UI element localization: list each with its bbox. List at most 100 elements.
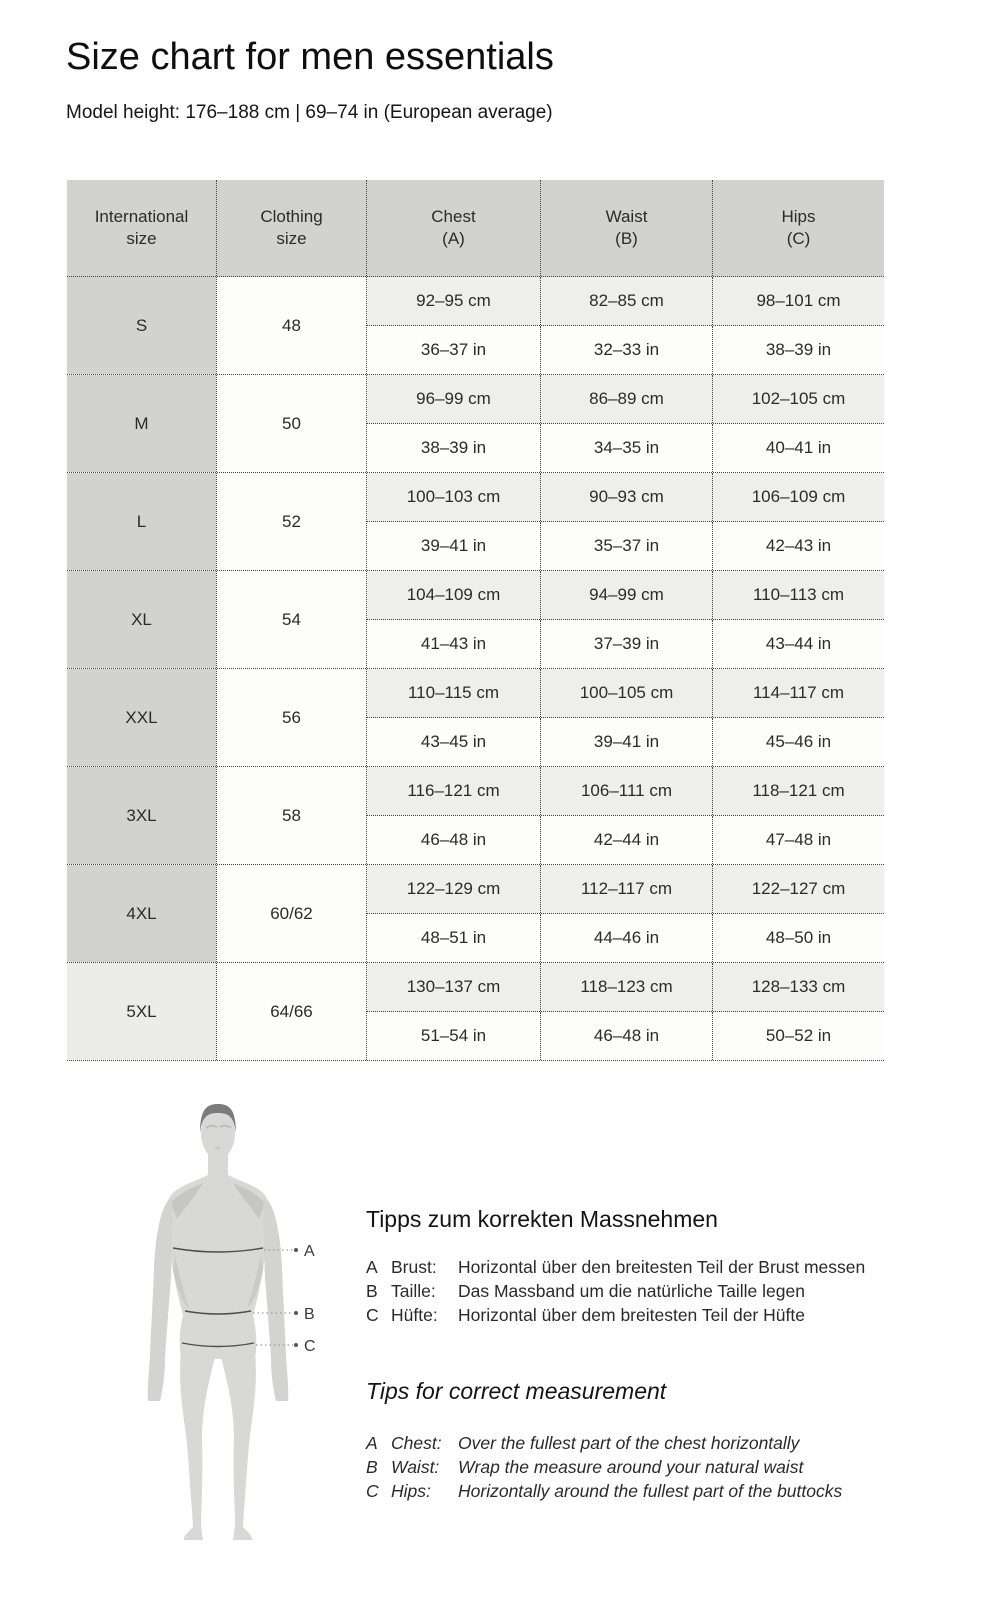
cm-subrow: 122–129 cm 112–117 cm 122–127 cm — [367, 865, 884, 914]
hips-in-value: 48–50 in — [765, 928, 832, 947]
waist-cm-value: 106–111 cm — [580, 781, 673, 800]
waist-cm-value: 118–123 cm — [580, 977, 673, 996]
cell-clothing-size: 50 — [216, 375, 366, 472]
hips-cm-value: 98–101 cm — [756, 291, 841, 310]
tip-label: Hüfte: — [391, 1305, 438, 1325]
tip-label: Waist: — [391, 1457, 440, 1477]
header-line: Waist — [605, 207, 648, 226]
clothing-size-value: 56 — [282, 707, 301, 727]
tip-label: Chest: — [391, 1433, 442, 1453]
clothing-size-value: 52 — [282, 511, 301, 531]
figure-left-brow — [205, 1124, 218, 1129]
cm-subrow: 104–109 cm 94–99 cm 110–113 cm — [367, 571, 884, 620]
waist-cm-cell: 118–123 cm — [540, 963, 712, 1011]
cell-international-size: 4XL — [67, 865, 216, 962]
chest-cm-value: 100–103 cm — [406, 487, 501, 506]
in-subrow: 36–37 in 32–33 in 38–39 in — [367, 326, 884, 374]
measurement-cells: 122–129 cm 112–117 cm 122–127 cm 48–51 i… — [366, 865, 884, 962]
clothing-size-value: 50 — [282, 413, 301, 433]
chest-in-cell: 43–45 in — [367, 718, 540, 766]
hips-cm-cell: 106–109 cm — [712, 473, 884, 521]
chest-cm-value: 96–99 cm — [416, 389, 491, 408]
waist-in-value: 42–44 in — [593, 830, 660, 849]
male-body-figure: A B C — [145, 1103, 320, 1543]
header-line: (B) — [615, 229, 638, 248]
hips-leader-dot — [294, 1343, 298, 1347]
waist-in-cell: 35–37 in — [540, 522, 712, 570]
hips-in-cell: 47–48 in — [712, 816, 884, 864]
chest-cm-cell: 92–95 cm — [367, 277, 540, 325]
clothing-size-value: 48 — [282, 315, 301, 335]
cell-clothing-size: 58 — [216, 767, 366, 864]
tip-letter: C — [366, 1481, 379, 1501]
figure-label-b: B — [304, 1306, 315, 1323]
chest-cm-value: 116–121 cm — [407, 781, 500, 800]
header-line: size — [276, 229, 307, 248]
hips-in-cell: 48–50 in — [712, 914, 884, 962]
tip-label: Hips: — [391, 1481, 431, 1501]
hips-cm-cell: 110–113 cm — [712, 571, 884, 619]
in-subrow: 48–51 in 44–46 in 48–50 in — [367, 914, 884, 962]
chest-in-value: 51–54 in — [420, 1026, 487, 1045]
waist-in-cell: 42–44 in — [540, 816, 712, 864]
chest-cm-cell: 104–109 cm — [367, 571, 540, 619]
waist-cm-value: 94–99 cm — [589, 585, 664, 604]
header-line: (A) — [442, 229, 465, 248]
hips-cm-value: 114–117 cm — [752, 683, 845, 702]
waist-cm-value: 82–85 cm — [589, 291, 664, 310]
tips-english-heading: Tips for correct measurement — [366, 1378, 667, 1404]
waist-cm-cell: 86–89 cm — [540, 375, 712, 423]
figure-right-leg — [221, 1353, 256, 1540]
header-line: Clothing — [260, 207, 323, 226]
header-line: Hips — [781, 207, 816, 226]
figure-right-brow — [219, 1124, 232, 1129]
table-row: S 48 92–95 cm 82–85 cm 98–101 cm — [67, 277, 884, 375]
waist-in-value: 32–33 in — [593, 340, 660, 359]
waist-in-cell: 46–48 in — [540, 1012, 712, 1060]
cell-international-size: L — [67, 473, 216, 570]
cell-international-size: XXL — [67, 669, 216, 766]
waist-in-cell: 32–33 in — [540, 326, 712, 374]
chest-in-cell: 36–37 in — [367, 326, 540, 374]
chest-cm-cell: 100–103 cm — [367, 473, 540, 521]
header-international-size: International size — [67, 180, 216, 276]
measurement-cells: 104–109 cm 94–99 cm 110–113 cm 41–43 in — [366, 571, 884, 668]
header-line: (C) — [786, 229, 811, 248]
hips-cm-cell: 98–101 cm — [712, 277, 884, 325]
tip-letter: A — [366, 1433, 378, 1453]
hips-cm-cell: 122–127 cm — [712, 865, 884, 913]
table-row: XXL 56 110–115 cm 100–105 cm 114–117 — [67, 669, 884, 767]
waist-in-cell: 44–46 in — [540, 914, 712, 962]
measurement-cells: 110–115 cm 100–105 cm 114–117 cm 43–45 i… — [366, 669, 884, 766]
cell-clothing-size: 56 — [216, 669, 366, 766]
tip-description: Das Massband um die natürliche Taille le… — [458, 1281, 805, 1301]
hips-cm-value: 110–113 cm — [752, 585, 845, 604]
chest-cm-value: 92–95 cm — [416, 291, 491, 310]
cm-subrow: 130–137 cm 118–123 cm 128–133 cm — [367, 963, 884, 1012]
chest-in-cell: 46–48 in — [367, 816, 540, 864]
tip-letter: A — [366, 1257, 378, 1277]
chest-in-cell: 41–43 in — [367, 620, 540, 668]
tip-row-huefte: C Hüfte: Horizontal über dem breitesten … — [366, 1303, 952, 1327]
chest-in-value: 41–43 in — [420, 634, 487, 653]
waist-cm-value: 112–117 cm — [580, 879, 673, 898]
waist-in-cell: 34–35 in — [540, 424, 712, 472]
tip-letter: B — [366, 1281, 378, 1301]
tip-label: Brust: — [391, 1257, 437, 1277]
chest-cm-cell: 122–129 cm — [367, 865, 540, 913]
chest-cm-cell: 110–115 cm — [367, 669, 540, 717]
tip-row-waist: B Waist: Wrap the measure around your na… — [366, 1455, 952, 1479]
figure-label-a: A — [304, 1243, 315, 1260]
waist-cm-value: 86–89 cm — [589, 389, 664, 408]
international-size-value: M — [134, 413, 149, 433]
hips-in-value: 47–48 in — [765, 830, 832, 849]
measurement-cells: 92–95 cm 82–85 cm 98–101 cm 36–37 in — [366, 277, 884, 374]
international-size-value: L — [136, 511, 147, 531]
cell-clothing-size: 64/66 — [216, 963, 366, 1060]
in-subrow: 39–41 in 35–37 in 42–43 in — [367, 522, 884, 570]
waist-in-cell: 37–39 in — [540, 620, 712, 668]
cm-subrow: 92–95 cm 82–85 cm 98–101 cm — [367, 277, 884, 326]
table-row: 3XL 58 116–121 cm 106–111 cm 118–121 — [67, 767, 884, 865]
hips-in-cell: 40–41 in — [712, 424, 884, 472]
in-subrow: 41–43 in 37–39 in 43–44 in — [367, 620, 884, 668]
